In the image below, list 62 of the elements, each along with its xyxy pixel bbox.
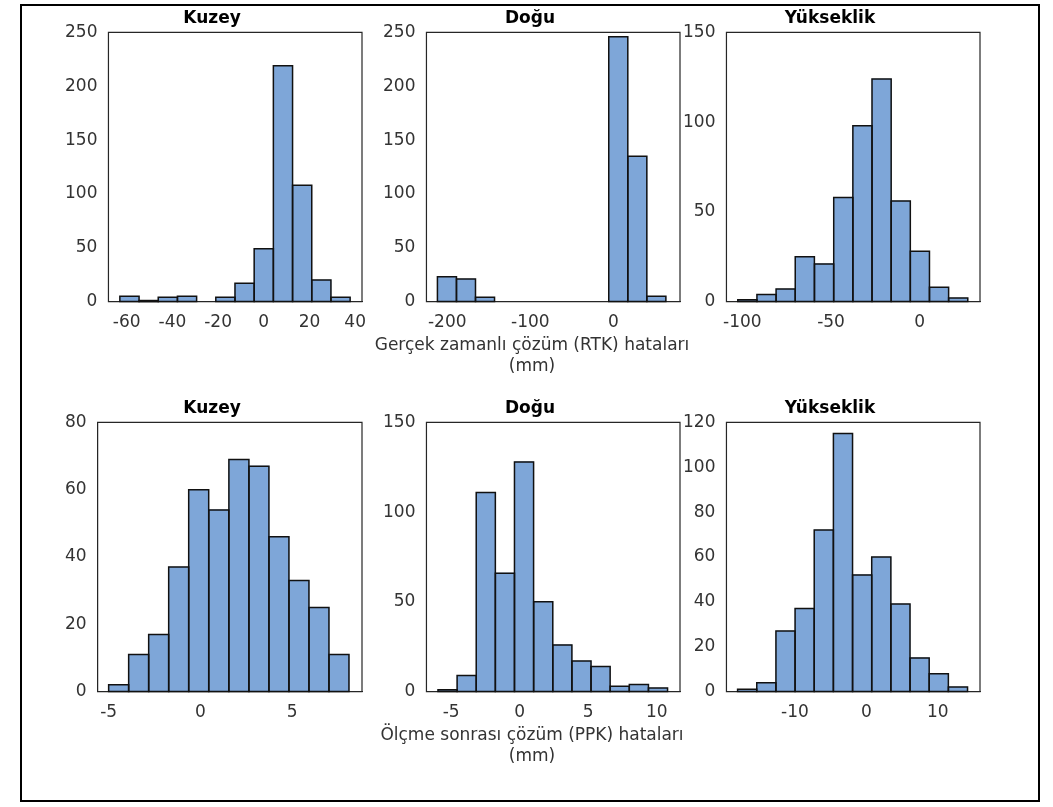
x-tick-label: 5 [286, 701, 298, 722]
x-tick-label: 0 [914, 311, 926, 332]
x-tick-label: 0 [514, 701, 526, 722]
y-tick-label: 60 [693, 545, 716, 566]
y-tick-label: 80 [64, 410, 87, 431]
y-tick-label: 20 [693, 635, 716, 656]
chart-title: Kuzey [183, 396, 241, 417]
x-tick-label: 10 [645, 701, 668, 722]
y-tick-label: 0 [86, 290, 98, 311]
y-tick-label: 0 [404, 290, 416, 311]
y-tick-label: 80 [693, 500, 716, 521]
y-tick-label: 40 [64, 545, 87, 566]
chart-title: Yükseklik [783, 6, 876, 27]
x-tick-label: -5 [100, 701, 118, 722]
y-tick-label: 50 [693, 200, 716, 221]
x-tick-label: -20 [204, 311, 232, 332]
y-tick-label: 100 [682, 455, 716, 476]
x-tick-label: -60 [112, 311, 141, 332]
x-tick-label: 0 [195, 701, 206, 722]
y-tick-label: 150 [382, 410, 416, 431]
y-tick-label: 0 [704, 290, 716, 311]
y-tick-label: 200 [382, 74, 416, 95]
y-tick-label: 100 [382, 500, 416, 521]
x-axis-title: Ölçme sonrası çözüm (PPK) hataları (mm) [379, 724, 685, 766]
y-tick-label: 150 [64, 128, 98, 149]
y-tick-label: 50 [393, 590, 416, 611]
chart-title: Yükseklik [783, 396, 876, 417]
x-tick-label: 0 [608, 311, 619, 332]
y-tick-label: 0 [704, 680, 716, 701]
x-tick-label: -100 [511, 311, 550, 332]
y-tick-label: 120 [682, 410, 716, 431]
y-tick-label: 150 [382, 128, 416, 149]
x-tick-label: -40 [158, 311, 187, 332]
x-tick-label: 40 [344, 311, 366, 332]
x-tick-label: -10 [781, 701, 809, 722]
y-tick-label: 200 [64, 74, 98, 95]
y-tick-label: 250 [382, 20, 416, 41]
y-tick-label: 0 [75, 680, 87, 701]
y-tick-label: 40 [693, 590, 716, 611]
x-tick-label: 0 [258, 311, 270, 332]
x-tick-label: 0 [861, 701, 872, 722]
y-tick-label: 20 [64, 612, 87, 633]
y-tick-label: 250 [64, 20, 98, 41]
y-tick-label: 50 [393, 236, 416, 257]
y-tick-label: 100 [682, 110, 716, 131]
x-tick-label: 5 [582, 701, 594, 722]
x-tick-label: -100 [723, 311, 762, 332]
x-tick-label: -200 [427, 311, 467, 332]
chart-title: Doğu [504, 6, 556, 27]
x-axis-title: Gerçek zamanlı çözüm (RTK) hataları (mm) [373, 334, 691, 376]
x-tick-label: 20 [298, 311, 321, 332]
chart-title: Kuzey [183, 6, 241, 27]
y-tick-label: 50 [75, 236, 98, 257]
y-tick-label: 60 [64, 478, 87, 499]
y-tick-label: 150 [682, 20, 716, 41]
y-tick-label: 0 [404, 680, 416, 701]
x-tick-label: -5 [442, 701, 460, 722]
x-tick-label: -50 [817, 311, 845, 332]
x-tick-label: 10 [927, 701, 949, 722]
y-tick-label: 100 [382, 182, 416, 203]
y-tick-label: 100 [64, 182, 98, 203]
chart-title: Doğu [504, 396, 556, 417]
